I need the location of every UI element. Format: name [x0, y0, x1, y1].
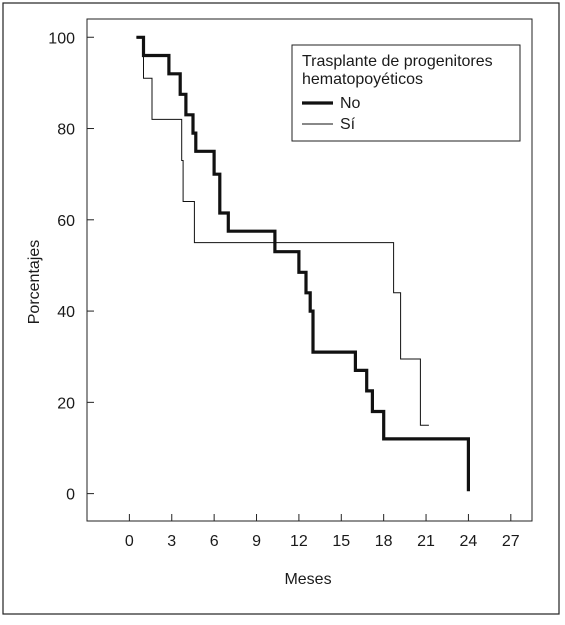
legend-title-line-2: hematopoyéticos: [302, 71, 423, 88]
figure-frame: [2, 2, 560, 615]
y-tick-label: 80: [57, 122, 75, 139]
legend-label-no: No: [340, 95, 361, 112]
y-tick-label: 100: [48, 30, 75, 47]
legend-title-line-1: Trasplante de progenitores: [302, 53, 493, 70]
x-tick-label: 12: [290, 533, 308, 550]
plot-area-frame: [86, 18, 533, 522]
legend: Trasplante de progenitores hematopoyétic…: [291, 44, 521, 142]
x-tick-label: 0: [125, 533, 134, 550]
y-tick-label: 0: [66, 487, 75, 504]
x-tick-label: 27: [502, 533, 520, 550]
legend-box: [291, 44, 521, 142]
y-tick-label: 20: [57, 395, 75, 412]
y-tick-label: 60: [57, 213, 75, 230]
x-axis-label: Meses: [284, 571, 331, 588]
x-axis: 0 3 6 9 12 15 18 21 24 27: [125, 514, 520, 550]
series-layer: [136, 35, 470, 492]
x-tick-label: 3: [167, 533, 176, 550]
x-tick-label: 9: [252, 533, 261, 550]
x-tick-label: 18: [375, 533, 393, 550]
legend-label-si: Sí: [340, 116, 356, 133]
x-tick-label: 21: [417, 533, 435, 550]
x-tick-label: 24: [460, 533, 478, 550]
x-tick-label: 6: [210, 533, 219, 550]
y-axis-label: Porcentajes: [26, 240, 43, 325]
series-line-no: [136, 35, 470, 492]
y-tick-label: 40: [57, 304, 75, 321]
x-tick-label: 15: [332, 533, 350, 550]
y-axis: 0 20 40 60 80 100: [48, 30, 94, 504]
series-line-si: [136, 36, 429, 426]
